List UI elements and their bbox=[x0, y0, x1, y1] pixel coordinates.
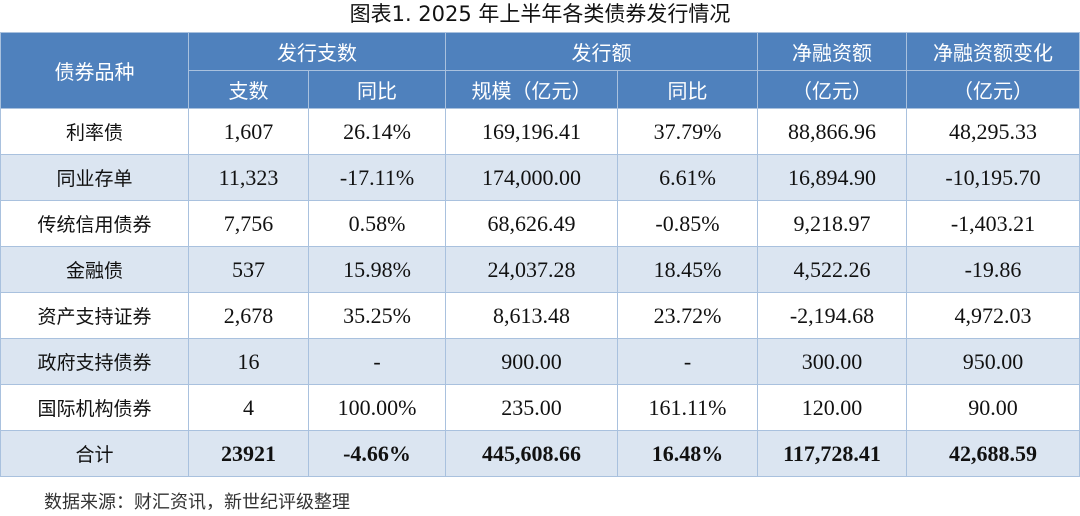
table-row: 同业存单 11,323 -17.11% 174,000.00 6.61% 16,… bbox=[0, 154, 1080, 201]
header-count: 支数 bbox=[188, 70, 309, 109]
cell-scale-yoy: 37.79% bbox=[617, 108, 758, 155]
cell-net-change: 42,688.59 bbox=[906, 430, 1080, 477]
header-net-financing-change: 净融资额变化 bbox=[906, 32, 1080, 71]
cell-scale: 169,196.41 bbox=[445, 108, 618, 155]
cell-net-change: -1,403.21 bbox=[906, 200, 1080, 247]
cell-name: 传统信用债券 bbox=[0, 200, 189, 247]
cell-net: 9,218.97 bbox=[757, 200, 907, 247]
cell-net: 4,522.26 bbox=[757, 246, 907, 293]
cell-count: 16 bbox=[188, 338, 309, 385]
table-row: 资产支持证券 2,678 35.25% 8,613.48 23.72% -2,1… bbox=[0, 292, 1080, 339]
cell-net: -2,194.68 bbox=[757, 292, 907, 339]
cell-scale-yoy: 6.61% bbox=[617, 154, 758, 201]
header-scale: 规模（亿元） bbox=[445, 70, 618, 109]
header-net-financing: 净融资额 bbox=[757, 32, 907, 71]
cell-count: 537 bbox=[188, 246, 309, 293]
table-row: 传统信用债券 7,756 0.58% 68,626.49 -0.85% 9,21… bbox=[0, 200, 1080, 247]
cell-net: 120.00 bbox=[757, 384, 907, 431]
cell-net-change: 4,972.03 bbox=[906, 292, 1080, 339]
table-row-total: 合计 23921 -4.66% 445,608.66 16.48% 117,72… bbox=[0, 430, 1080, 477]
cell-name: 国际机构债券 bbox=[0, 384, 189, 431]
cell-net-change: 90.00 bbox=[906, 384, 1080, 431]
header-scale-yoy: 同比 bbox=[617, 70, 758, 109]
cell-scale: 900.00 bbox=[445, 338, 618, 385]
cell-scale-yoy: 23.72% bbox=[617, 292, 758, 339]
cell-net: 117,728.41 bbox=[757, 430, 907, 477]
table-row: 金融债 537 15.98% 24,037.28 18.45% 4,522.26… bbox=[0, 246, 1080, 293]
table-row: 利率债 1,607 26.14% 169,196.41 37.79% 88,86… bbox=[0, 108, 1080, 155]
cell-scale-yoy: -0.85% bbox=[617, 200, 758, 247]
header-bond-type: 债券品种 bbox=[0, 32, 189, 109]
cell-count: 23921 bbox=[188, 430, 309, 477]
cell-count-yoy: 100.00% bbox=[308, 384, 446, 431]
cell-count-yoy: 15.98% bbox=[308, 246, 446, 293]
cell-scale: 174,000.00 bbox=[445, 154, 618, 201]
data-source-note: 数据来源：财汇资讯，新世纪评级整理 bbox=[44, 492, 350, 513]
cell-net: 300.00 bbox=[757, 338, 907, 385]
cell-count-yoy: 0.58% bbox=[308, 200, 446, 247]
cell-scale: 8,613.48 bbox=[445, 292, 618, 339]
cell-net-change: -19.86 bbox=[906, 246, 1080, 293]
header-issue-amount-group: 发行额 bbox=[445, 32, 758, 71]
cell-net-change: 48,295.33 bbox=[906, 108, 1080, 155]
header-net-change-unit: （亿元） bbox=[906, 70, 1080, 109]
cell-name: 同业存单 bbox=[0, 154, 189, 201]
cell-net: 88,866.96 bbox=[757, 108, 907, 155]
cell-count-yoy: 35.25% bbox=[308, 292, 446, 339]
cell-scale: 445,608.66 bbox=[445, 430, 618, 477]
cell-count-yoy: -17.11% bbox=[308, 154, 446, 201]
cell-name: 资产支持证券 bbox=[0, 292, 189, 339]
header-count-yoy: 同比 bbox=[308, 70, 446, 109]
cell-net-change: -10,195.70 bbox=[906, 154, 1080, 201]
cell-count-yoy: 26.14% bbox=[308, 108, 446, 155]
header-issue-count-group: 发行支数 bbox=[188, 32, 446, 71]
cell-scale: 68,626.49 bbox=[445, 200, 618, 247]
cell-scale: 24,037.28 bbox=[445, 246, 618, 293]
cell-scale-yoy: 16.48% bbox=[617, 430, 758, 477]
cell-count-yoy: - bbox=[308, 338, 446, 385]
cell-net: 16,894.90 bbox=[757, 154, 907, 201]
table-title: 图表1. 2025 年上半年各类债券发行情况 bbox=[349, 2, 731, 26]
cell-scale: 235.00 bbox=[445, 384, 618, 431]
cell-count: 11,323 bbox=[188, 154, 309, 201]
cell-name: 政府支持债券 bbox=[0, 338, 189, 385]
cell-scale-yoy: - bbox=[617, 338, 758, 385]
table-row: 国际机构债券 4 100.00% 235.00 161.11% 120.00 9… bbox=[0, 384, 1080, 431]
cell-count: 2,678 bbox=[188, 292, 309, 339]
cell-net-change: 950.00 bbox=[906, 338, 1080, 385]
bond-issuance-table: 债券品种 发行支数 发行额 净融资额 净融资额变化 支数 同比 规模（亿元） 同… bbox=[0, 32, 1080, 477]
cell-name: 合计 bbox=[0, 430, 189, 477]
cell-name: 利率债 bbox=[0, 108, 189, 155]
cell-scale-yoy: 18.45% bbox=[617, 246, 758, 293]
cell-scale-yoy: 161.11% bbox=[617, 384, 758, 431]
cell-count: 1,607 bbox=[188, 108, 309, 155]
cell-count-yoy: -4.66% bbox=[308, 430, 446, 477]
cell-name: 金融债 bbox=[0, 246, 189, 293]
table-row: 政府支持债券 16 - 900.00 - 300.00 950.00 bbox=[0, 338, 1080, 385]
cell-count: 4 bbox=[188, 384, 309, 431]
header-net-unit: （亿元） bbox=[757, 70, 907, 109]
cell-count: 7,756 bbox=[188, 200, 309, 247]
